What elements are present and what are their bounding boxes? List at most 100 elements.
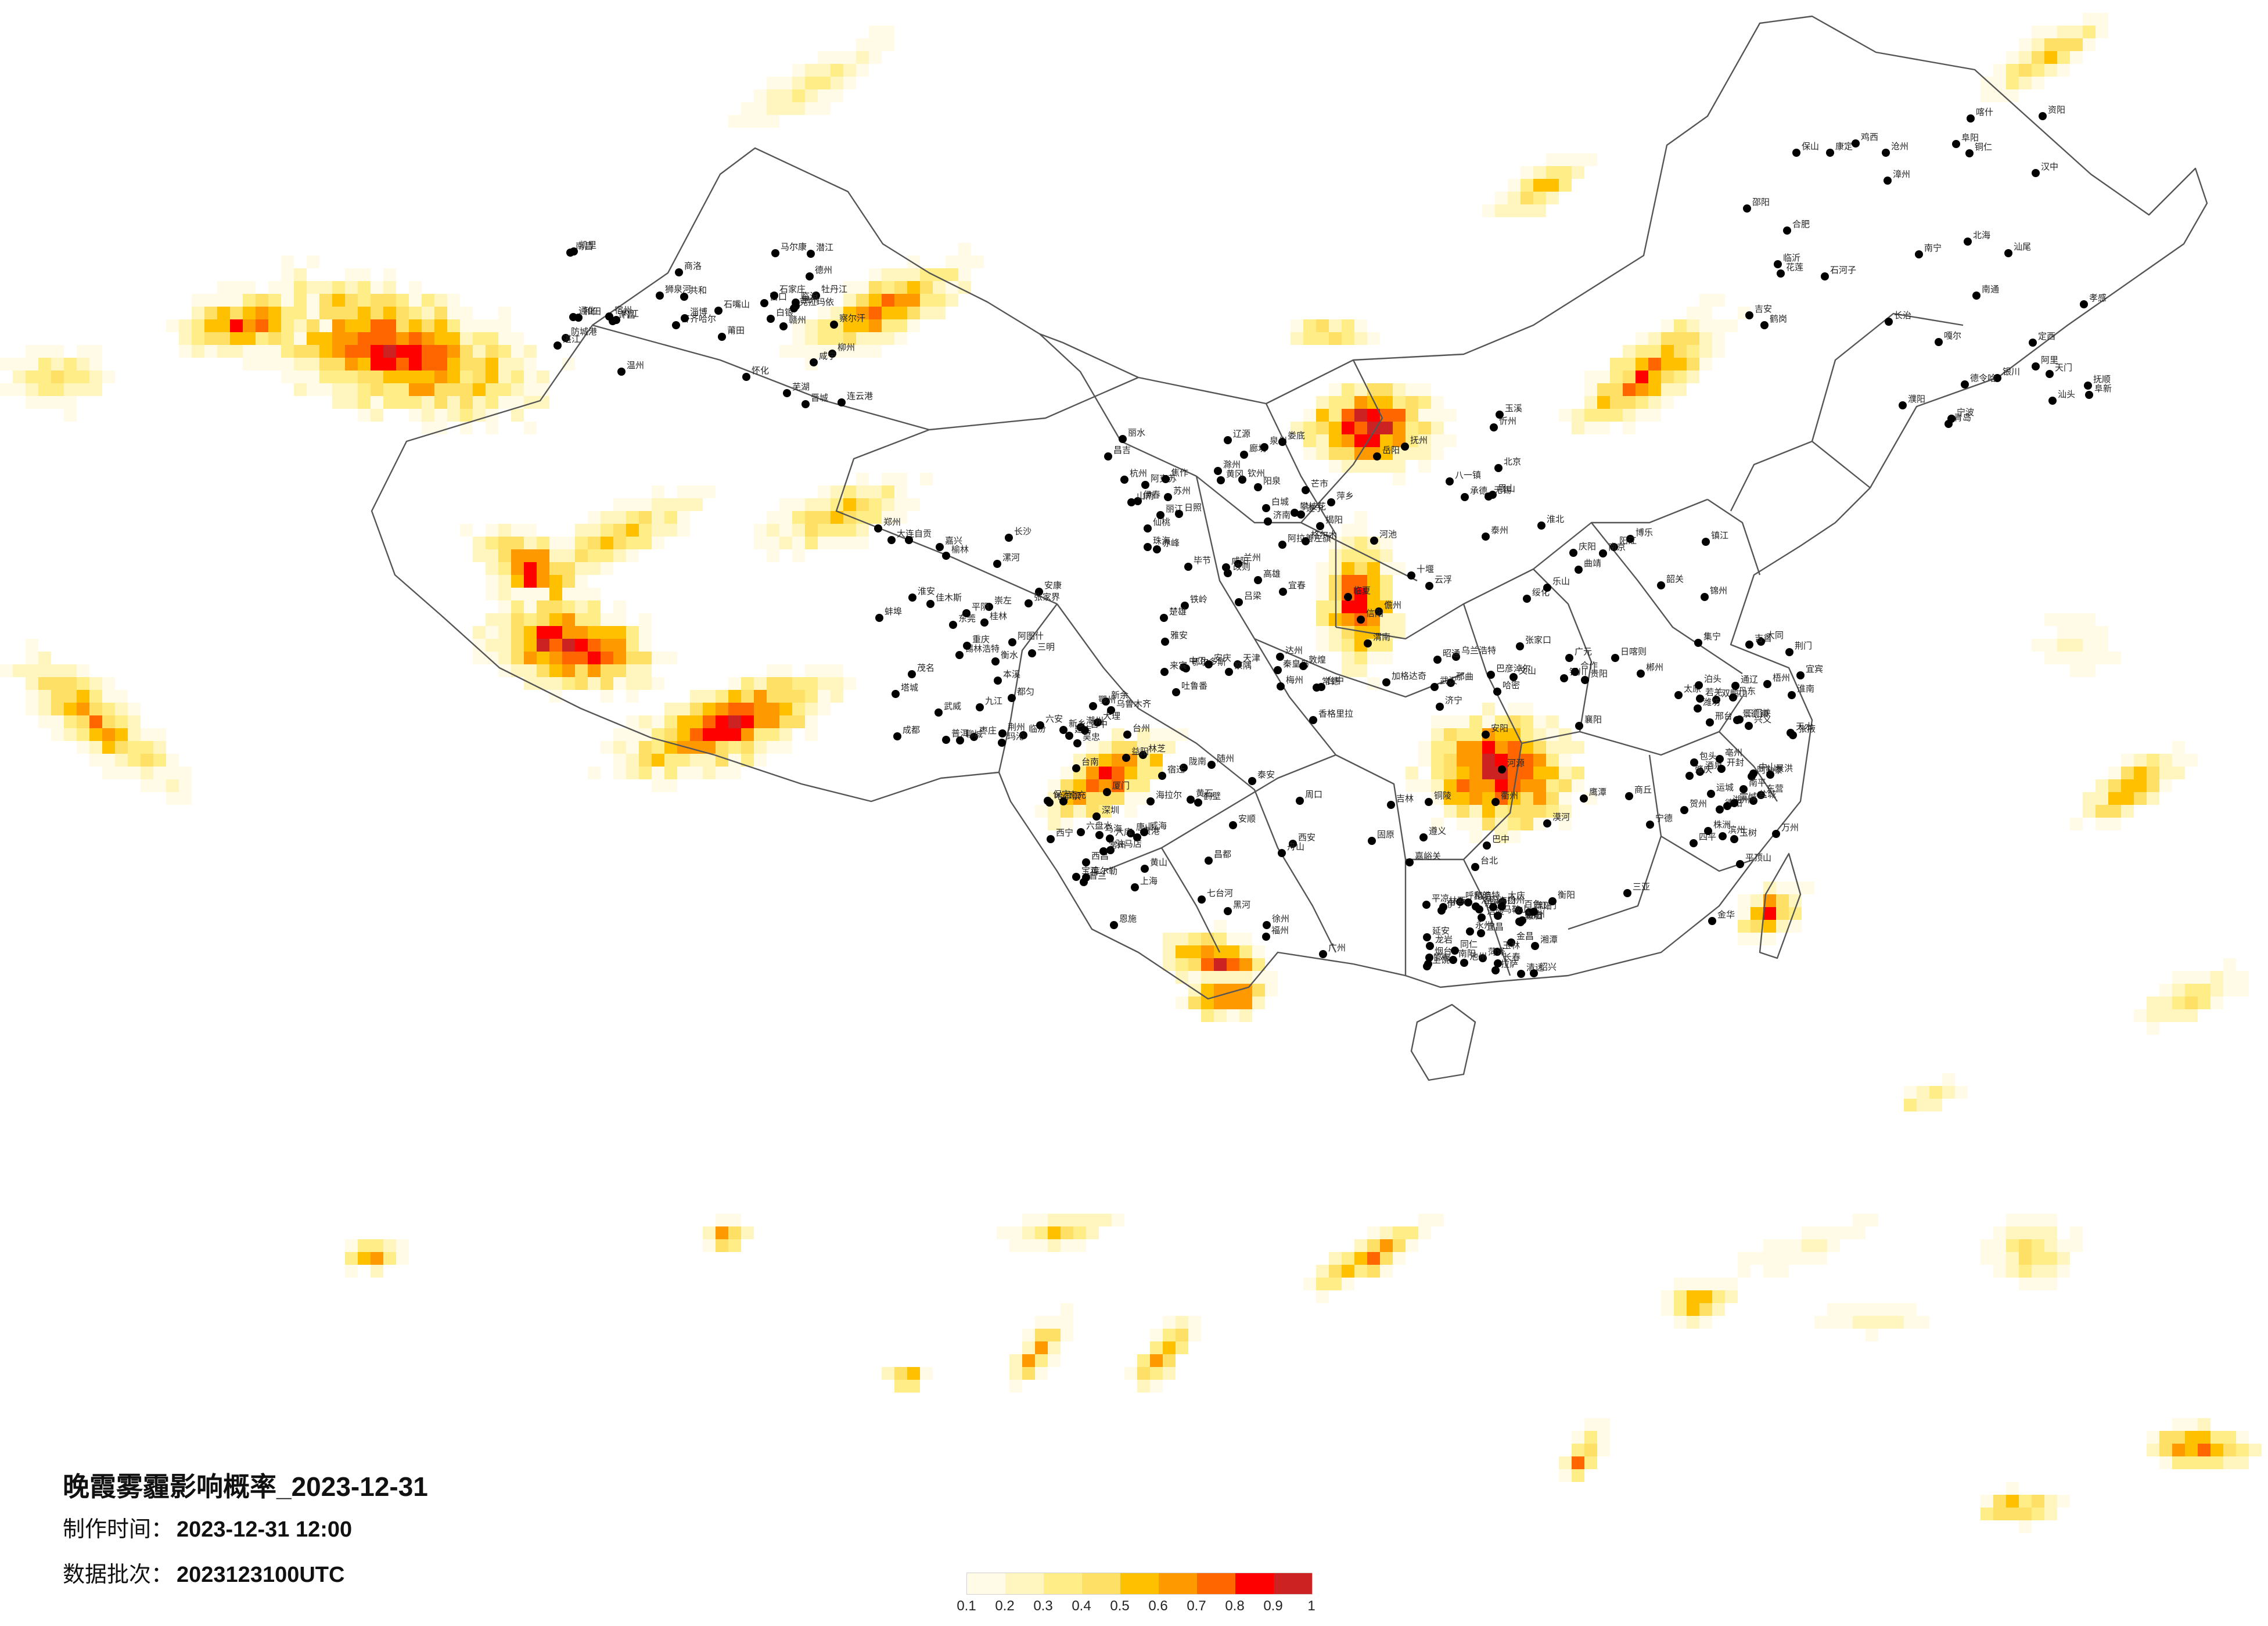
city-dot <box>1180 663 1188 671</box>
city-marker: 海拉尔 <box>1146 790 1182 805</box>
city-label: 赣州 <box>789 315 806 325</box>
city-marker: 白城 <box>1262 497 1289 512</box>
city-marker: 柳州 <box>828 342 855 358</box>
probability-cell <box>805 89 818 102</box>
city-marker: 阿拉善左旗 <box>1278 533 1331 549</box>
city-marker: 济宁 <box>1436 695 1462 711</box>
probability-cell <box>1699 1316 1712 1329</box>
probability-cell <box>2032 1278 2044 1290</box>
city-label: 抚州 <box>1410 435 1428 445</box>
city-dot <box>807 250 815 258</box>
probability-cell <box>2019 1508 2032 1520</box>
probability-cell <box>2108 767 2121 779</box>
probability-cell <box>2185 997 2198 1009</box>
probability-cell <box>690 715 703 728</box>
city-dot <box>1059 797 1067 805</box>
probability-cell <box>1878 1316 1891 1329</box>
probability-cell <box>549 537 562 549</box>
probability-cell <box>230 345 243 358</box>
probability-cell <box>77 664 89 677</box>
city-marker: 银川 <box>1993 366 2020 382</box>
city-dot <box>942 552 950 560</box>
probability-cell <box>894 1367 907 1380</box>
probability-cell <box>575 549 588 562</box>
probability-cell <box>1699 358 1712 370</box>
probability-cell <box>1086 754 1099 767</box>
probability-cell <box>2032 26 2044 38</box>
probability-cell <box>575 652 588 664</box>
city-dot <box>1788 691 1796 699</box>
city-marker: 枣庄 <box>970 725 997 741</box>
probability-cell <box>383 332 396 345</box>
probability-cell <box>473 370 486 383</box>
probability-cell <box>1482 767 1495 779</box>
probability-cell <box>1316 434 1329 447</box>
probability-cell <box>2044 1226 2057 1239</box>
probability-cell <box>2236 984 2249 997</box>
city-label: 深圳 <box>1102 805 1119 815</box>
city-label: 南平 <box>1749 778 1766 788</box>
city-marker: 六库 <box>1106 827 1133 843</box>
city-label: 金昌 <box>1516 931 1534 941</box>
probability-cell <box>1674 1316 1687 1329</box>
probability-cell <box>1559 1469 1572 1482</box>
city-label: 平凉 <box>1432 893 1449 904</box>
probability-cell <box>2172 984 2185 997</box>
city-dot <box>1736 860 1744 868</box>
city-dot <box>1134 497 1142 505</box>
city-dot <box>1104 452 1112 461</box>
probability-cell <box>1993 1239 2006 1252</box>
city-label: 大庆 <box>1508 890 1525 901</box>
city-label: 邯郸 <box>1433 952 1451 963</box>
probability-cell <box>460 409 473 422</box>
city-marker: 昌吉 <box>1104 445 1131 461</box>
probability-cell <box>1840 1316 1853 1329</box>
probability-cell <box>1022 1214 1035 1226</box>
city-label: 临沧 <box>801 291 818 301</box>
probability-cell <box>332 358 345 370</box>
city-dot <box>1466 927 1474 936</box>
city-marker: 淮北 <box>1537 514 1564 530</box>
city-dot <box>1370 537 1378 545</box>
probability-cell <box>805 703 818 715</box>
probability-cell <box>1048 1354 1061 1367</box>
city-dot <box>1248 777 1256 785</box>
probability-cell <box>371 370 383 383</box>
probability-cell <box>882 268 894 281</box>
city-marker: 达州 <box>1276 645 1303 661</box>
city-dot <box>1694 639 1702 647</box>
city-marker: 漯河 <box>993 552 1020 568</box>
city-dot <box>1757 791 1765 799</box>
probability-cell <box>1137 741 1150 754</box>
probability-cell <box>652 779 664 792</box>
probability-cell <box>13 358 26 370</box>
city-label: 锡林浩特 <box>965 643 1000 654</box>
probability-cell <box>831 77 843 89</box>
probability-cell <box>511 562 524 575</box>
probability-cell <box>26 703 38 715</box>
city-dot <box>1387 801 1395 809</box>
city-dot <box>1140 828 1148 836</box>
city-dot <box>1264 517 1272 526</box>
city-label: 昭通 <box>1443 648 1460 659</box>
probability-cell <box>856 524 869 537</box>
city-dot <box>893 732 901 740</box>
probability-cell <box>26 639 38 652</box>
probability-cell <box>1188 997 1201 1009</box>
city-marker: 南充 <box>1059 790 1086 805</box>
city-marker: 黄山 <box>1141 857 1167 873</box>
city-label: 盐城 <box>1759 789 1776 800</box>
probability-cell <box>1406 409 1418 422</box>
probability-cell <box>869 319 882 332</box>
probability-cell <box>1687 370 1699 383</box>
probability-cell <box>1674 358 1687 370</box>
city-label: 乐山 <box>1552 576 1570 587</box>
probability-cell <box>358 319 371 332</box>
city-marker: 南昌 <box>566 241 593 257</box>
probability-cell <box>690 690 703 703</box>
probability-cell <box>38 703 51 715</box>
city-marker: 山南 <box>1127 491 1154 506</box>
city-marker: 宜春 <box>1279 580 1306 596</box>
probability-cell <box>1367 1252 1380 1265</box>
probability-cell <box>856 498 869 511</box>
